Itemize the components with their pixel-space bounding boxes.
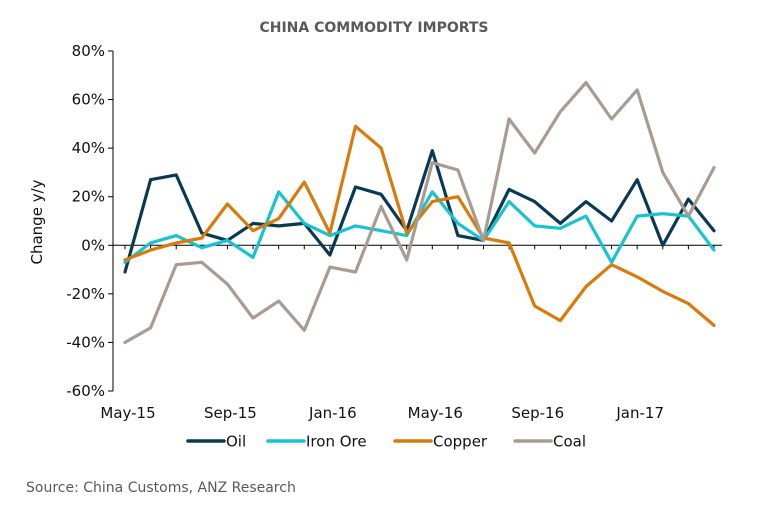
x-tick-label: Sep-16: [511, 404, 564, 422]
source-note: Source: China Customs, ANZ Research: [26, 480, 296, 496]
series-lines: [123, 80, 716, 344]
y-tick-label: -20%: [66, 285, 105, 303]
legend-label-oil: Oil: [226, 433, 246, 451]
y-tick-label: 80%: [72, 42, 105, 60]
legend-label-iron-ore: Iron Ore: [306, 433, 367, 451]
x-tick-label: Jan-16: [308, 404, 357, 422]
y-tick-label: -40%: [66, 333, 105, 351]
x-tick-label: May-15: [100, 404, 155, 422]
legend: Oil Iron Ore Copper Coal: [186, 433, 586, 451]
y-tick-label: 40%: [72, 139, 105, 157]
legend-label-copper: Copper: [433, 433, 488, 451]
y-tick-label: 60%: [72, 91, 105, 109]
x-tick-label: Sep-15: [204, 404, 257, 422]
series-line-copper: [123, 124, 716, 327]
y-axis-label: Change y/y: [28, 179, 46, 264]
x-tick-label: May-16: [408, 404, 463, 422]
x-tick-label: Jan-17: [615, 404, 664, 422]
legend-label-coal: Coal: [553, 433, 586, 451]
y-tick-label: 0%: [81, 236, 105, 254]
y-tick-label: -60%: [66, 382, 105, 400]
series-line-oil: [123, 149, 716, 274]
y-axis: 80% 60% 40% 20% 0% -20% -40% -60%: [66, 42, 114, 400]
series-line-iron-ore: [123, 190, 716, 264]
chart-title: CHINA COMMODITY IMPORTS: [259, 20, 488, 36]
y-tick-label: 20%: [72, 188, 105, 206]
series-line-coal: [123, 80, 716, 344]
